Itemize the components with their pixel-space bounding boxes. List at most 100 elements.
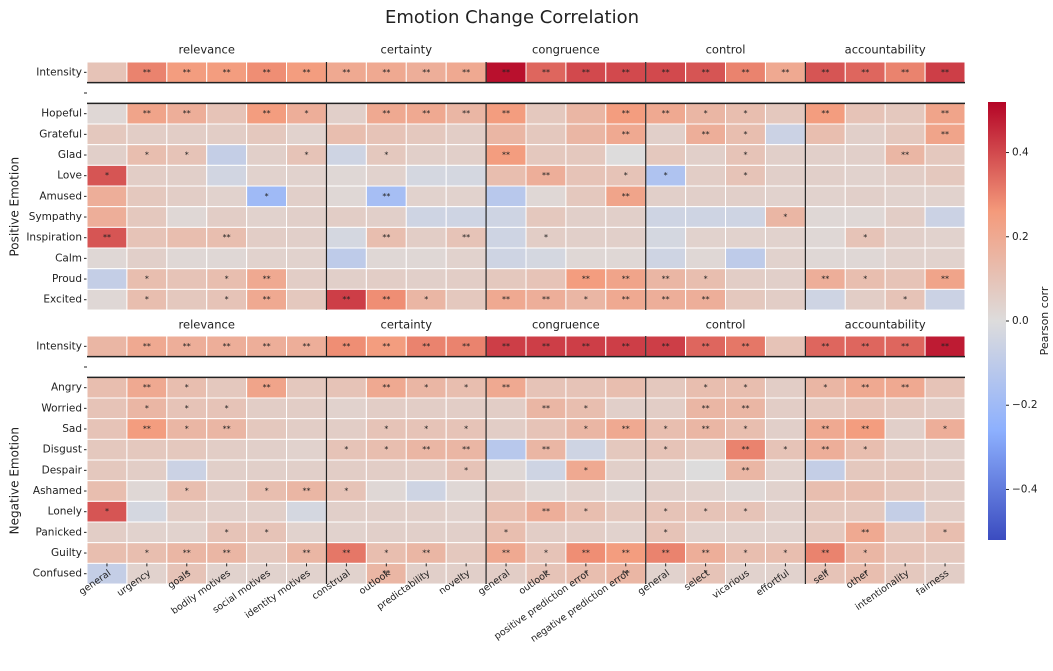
- heatmap-cell: [645, 123, 687, 146]
- significance-label: *: [664, 171, 668, 180]
- heatmap-cell: [605, 376, 647, 399]
- heatmap-cell: [325, 206, 367, 228]
- significance-label: **: [382, 295, 390, 304]
- heatmap-cell: [685, 185, 727, 208]
- heatmap-cell: [804, 521, 846, 544]
- heatmap-cell: [844, 247, 886, 270]
- significance-label: *: [744, 507, 748, 516]
- chart-title: Emotion Change Correlation: [385, 7, 639, 28]
- heatmap-cell: [246, 418, 288, 440]
- significance-label: **: [622, 68, 630, 77]
- heatmap-cell: [206, 247, 248, 270]
- heatmap-cell: [725, 226, 766, 249]
- significance-label: **: [662, 342, 670, 351]
- significance-label: **: [702, 295, 710, 304]
- group-label: accountability: [845, 43, 926, 57]
- heatmap-cell: [565, 123, 607, 146]
- y-tick-label: Guilty: [51, 547, 82, 559]
- heatmap-cell: [645, 459, 687, 482]
- heatmap-cell: [286, 206, 327, 228]
- heatmap-cell: [365, 268, 407, 290]
- heatmap-cell: [166, 521, 208, 544]
- heatmap-cell: [844, 500, 886, 523]
- significance-label: **: [861, 68, 869, 77]
- significance-label: **: [821, 445, 829, 454]
- significance-label: *: [464, 383, 468, 392]
- heatmap-cell: [605, 438, 647, 461]
- significance-label: **: [263, 342, 271, 351]
- heatmap-cell: [365, 480, 407, 502]
- significance-label: *: [185, 425, 189, 434]
- heatmap-cell: [525, 144, 567, 166]
- group-label: control: [706, 43, 746, 57]
- heatmap-cell: [365, 247, 407, 270]
- heatmap-cell: [884, 542, 926, 564]
- heatmap-cell: [86, 102, 128, 125]
- significance-label: *: [584, 404, 588, 413]
- heatmap-cell: [525, 185, 567, 208]
- heatmap-cell: [325, 185, 367, 208]
- heatmap-cell: [206, 164, 248, 187]
- heatmap-cell: [485, 438, 527, 461]
- heatmap-cell: [126, 438, 168, 461]
- heatmap-cell: [924, 376, 966, 399]
- significance-label: *: [464, 425, 468, 434]
- heatmap-cell: [485, 418, 527, 440]
- significance-label: **: [861, 425, 869, 434]
- heatmap-cell: [685, 247, 727, 270]
- significance-label: *: [145, 151, 149, 160]
- heatmap-cell: [645, 247, 687, 270]
- heatmap-cell: [126, 164, 168, 187]
- heatmap-cell: [445, 247, 487, 270]
- heatmap-cell: [764, 500, 806, 523]
- heatmap-cell: [445, 542, 487, 564]
- heatmap-cell: [445, 123, 487, 146]
- heatmap-cell: [445, 521, 487, 544]
- heatmap-cell: [605, 480, 647, 502]
- heatmap-cell: [924, 185, 966, 208]
- significance-label: *: [544, 569, 548, 578]
- heatmap-cell: [246, 226, 288, 249]
- significance-label: *: [744, 425, 748, 434]
- significance-label: **: [542, 342, 550, 351]
- significance-label: *: [305, 151, 309, 160]
- heatmap-cell: [685, 226, 727, 249]
- heatmap-cell: [445, 397, 487, 420]
- significance-label: **: [223, 233, 231, 242]
- significance-label: **: [502, 68, 510, 77]
- heatmap-cell: [365, 397, 407, 420]
- heatmap-cell: [844, 459, 886, 482]
- heatmap-cell: [884, 206, 926, 228]
- heatmap-cell: [286, 247, 327, 270]
- y-tick-label: Worried: [41, 402, 82, 414]
- heatmap-cell: [206, 459, 248, 482]
- heatmap-cell: [485, 459, 527, 482]
- heatmap-cell: [525, 247, 567, 270]
- heatmap-cell: [685, 164, 727, 187]
- heatmap-cell: [884, 268, 926, 290]
- significance-label: *: [744, 383, 748, 392]
- significance-label: **: [502, 295, 510, 304]
- group-label: accountability: [845, 318, 926, 332]
- significance-label: *: [464, 466, 468, 475]
- heatmap-cell: [525, 376, 567, 399]
- heatmap-cell: [405, 226, 447, 249]
- heatmap-cell: [924, 500, 966, 523]
- heatmap-cell: [166, 164, 208, 187]
- heatmap-cell: [286, 418, 327, 440]
- significance-label: *: [305, 109, 309, 118]
- colorbar-tick-label: 0.4: [1012, 147, 1029, 159]
- y-tick-label: Lonely: [48, 506, 82, 518]
- significance-label: **: [342, 68, 350, 77]
- heatmap-cell: [485, 247, 527, 270]
- heatmap-cell: [246, 247, 288, 270]
- y-tick-label: Love: [57, 170, 82, 182]
- significance-label: **: [821, 275, 829, 284]
- heatmap-cell: [365, 521, 407, 544]
- significance-label: **: [303, 68, 311, 77]
- significance-label: **: [821, 342, 829, 351]
- significance-label: *: [225, 528, 229, 537]
- significance-label: *: [863, 549, 867, 558]
- significance-label: **: [702, 130, 710, 139]
- heatmap-cell: [725, 480, 766, 502]
